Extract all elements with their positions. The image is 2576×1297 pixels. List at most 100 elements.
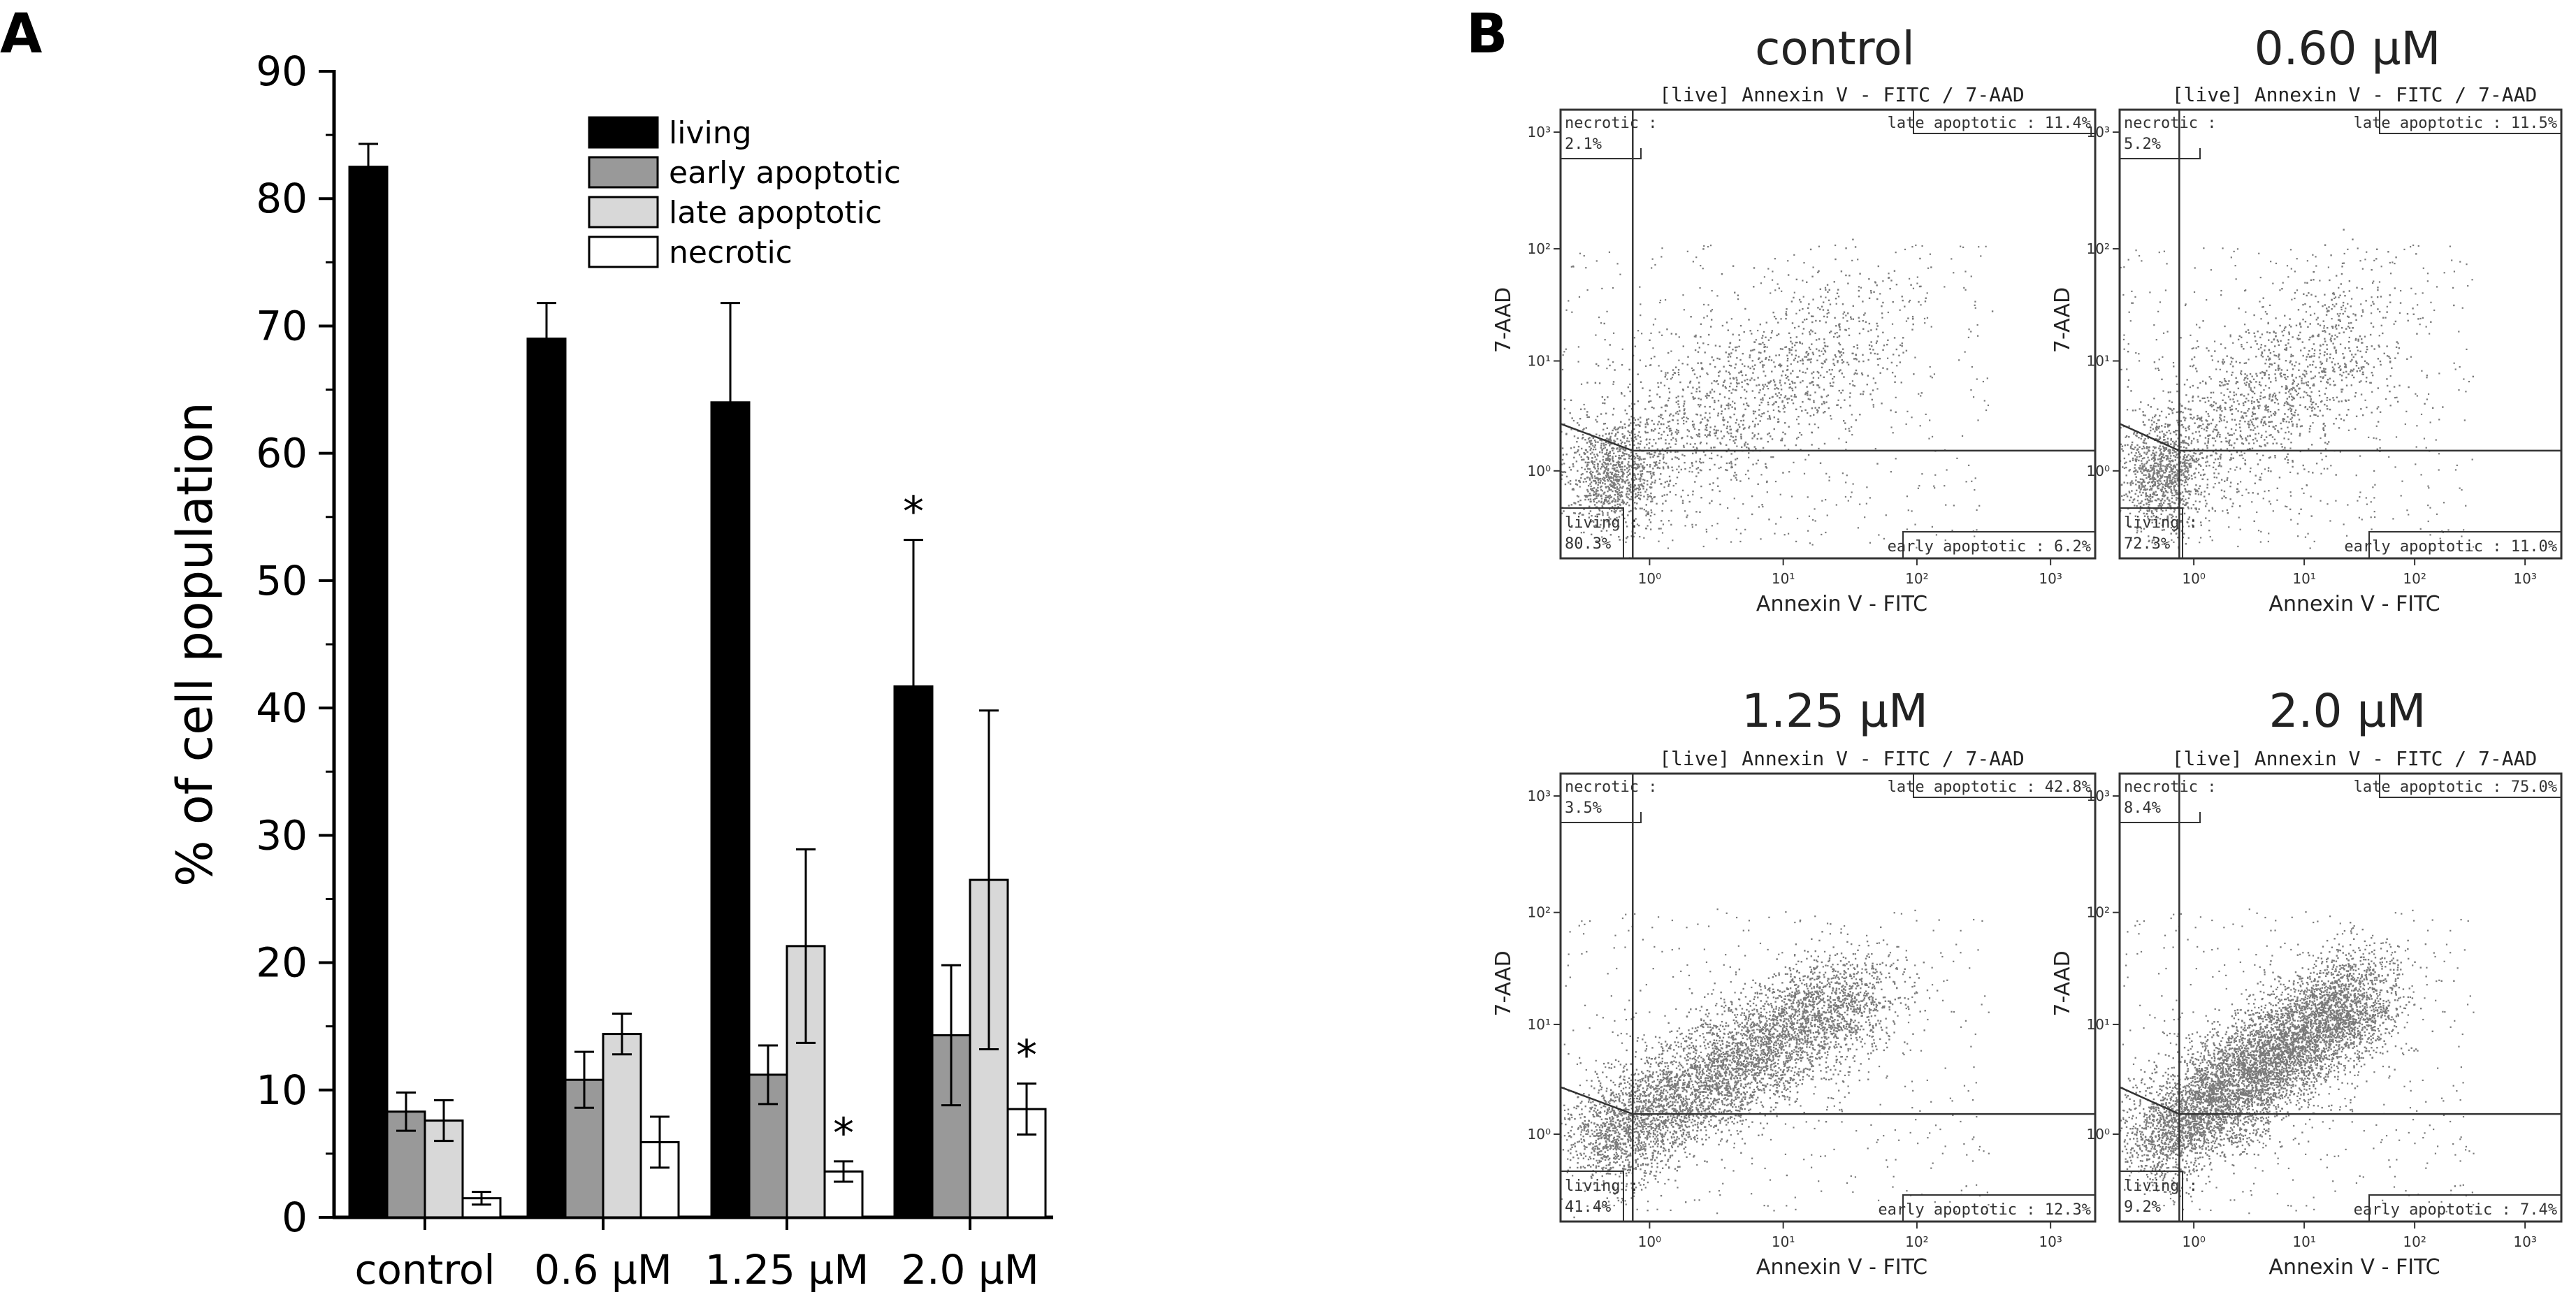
dot	[1644, 458, 1645, 459]
dot	[2253, 314, 2255, 316]
dot	[1635, 495, 1637, 497]
dot	[2175, 444, 2176, 445]
dot	[1924, 322, 1925, 324]
dot	[2150, 430, 2151, 431]
late-apoptotic-label: late apoptotic : 11.4%	[1888, 115, 2091, 132]
dot	[2310, 400, 2311, 402]
dot	[1592, 488, 1593, 489]
dot	[2248, 329, 2249, 331]
dot	[1763, 331, 1765, 333]
dot	[2188, 438, 2190, 440]
dot	[2200, 521, 2201, 523]
dot	[1765, 337, 1766, 338]
dot	[1704, 416, 1705, 418]
dot	[2217, 361, 2219, 362]
dot	[2287, 438, 2289, 440]
dot	[1725, 352, 1727, 353]
dot	[1649, 390, 1651, 391]
legend-swatch	[589, 157, 658, 187]
dot	[2426, 375, 2428, 376]
dot	[1672, 470, 1673, 471]
x-tick-label: 2.0 µM	[901, 1246, 1039, 1294]
dot	[1658, 541, 1659, 542]
dot	[2294, 414, 2295, 416]
dot	[2156, 510, 2157, 512]
dot	[1788, 379, 1789, 380]
dot	[1660, 370, 1662, 372]
dot	[1796, 279, 1797, 280]
dot	[2159, 470, 2160, 472]
dot	[2199, 501, 2200, 502]
dot	[2164, 426, 2166, 428]
dot	[1911, 510, 1912, 512]
dot	[2338, 427, 2340, 428]
dot	[2151, 420, 2152, 421]
dot	[2294, 381, 2295, 382]
dot	[1707, 374, 1708, 375]
dot	[1778, 410, 1779, 412]
dot	[1740, 532, 1742, 534]
dot	[2299, 435, 2301, 436]
dot	[1580, 409, 1582, 410]
dot	[2244, 373, 2245, 375]
dot	[1745, 375, 1746, 376]
dot	[1708, 304, 1709, 305]
dot	[1758, 343, 1760, 345]
dot	[1799, 299, 1800, 300]
dot	[1595, 382, 1596, 384]
dot	[1669, 391, 1670, 393]
dot	[2143, 485, 2144, 486]
dot	[1606, 449, 1607, 451]
dot	[2129, 500, 2130, 501]
dot	[1716, 538, 1717, 539]
dot	[2129, 461, 2131, 462]
dot	[2336, 324, 2337, 326]
dot	[1584, 478, 1586, 479]
dot	[2172, 452, 2173, 454]
dot	[2215, 510, 2216, 512]
dot	[1605, 459, 1607, 461]
dot	[1853, 305, 1854, 307]
dot	[1838, 325, 1839, 326]
dot	[2309, 406, 2310, 407]
dot	[1800, 382, 1801, 383]
dot	[1667, 435, 1668, 436]
dot	[1667, 452, 1668, 454]
dot	[2193, 504, 2194, 505]
dot	[1820, 463, 1821, 464]
dot	[1790, 372, 1791, 374]
dot	[2275, 335, 2276, 337]
dot	[1605, 339, 1606, 340]
dot	[2338, 332, 2340, 333]
dot	[1800, 301, 1802, 303]
dot	[2220, 418, 2221, 419]
dot	[1616, 491, 1618, 493]
dot	[2323, 368, 2324, 369]
dot	[2219, 384, 2220, 386]
dot	[1615, 464, 1616, 465]
dot	[1601, 498, 1602, 499]
dot	[2155, 447, 2156, 448]
dot	[2290, 356, 2292, 357]
dot	[1823, 412, 1824, 413]
dot	[1649, 464, 1651, 465]
panel-a-label: A	[0, 3, 42, 66]
dot	[2222, 361, 2223, 363]
dot	[1630, 484, 1631, 485]
dot	[1968, 465, 1969, 466]
dot	[1694, 335, 1695, 337]
dot	[1650, 501, 1651, 502]
dot	[1700, 363, 1702, 364]
dot	[2245, 459, 2246, 461]
dot	[1566, 454, 1568, 455]
dot	[1721, 406, 1722, 407]
dot	[1649, 456, 1651, 458]
dot	[2225, 402, 2227, 403]
dot	[1794, 396, 1795, 398]
dot	[1837, 400, 1839, 401]
dot	[1779, 354, 1780, 356]
dot	[1654, 428, 1656, 430]
dot	[1642, 488, 1644, 489]
dot	[1977, 324, 1978, 326]
dot	[1795, 409, 1797, 410]
